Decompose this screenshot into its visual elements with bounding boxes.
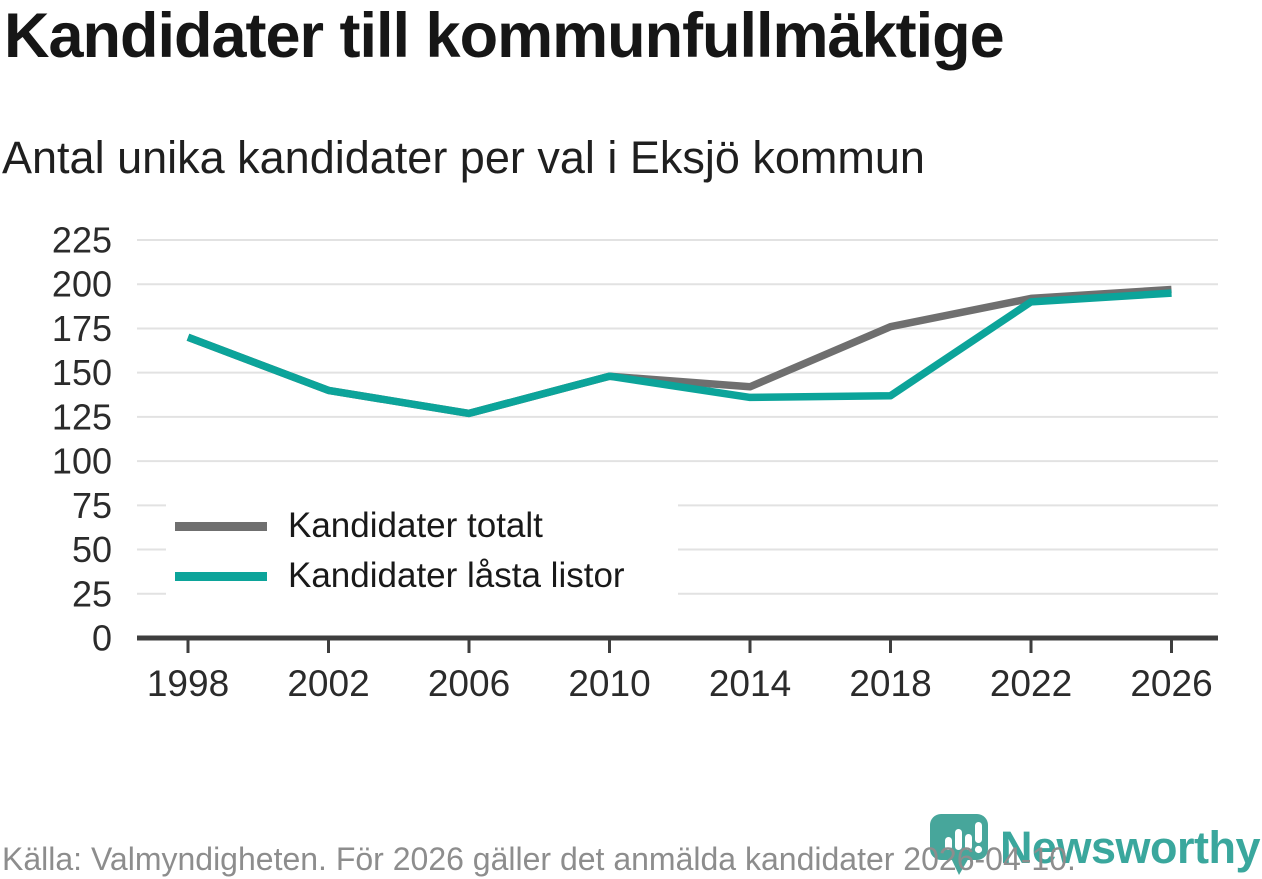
newsworthy-logo-icon xyxy=(929,814,988,875)
legend-swatch-total xyxy=(175,521,267,531)
x-tick-label: 2010 xyxy=(568,663,650,704)
y-tick-label: 125 xyxy=(52,396,112,437)
y-tick-label: 175 xyxy=(52,308,112,349)
chart-legend: Kandidater totalt Kandidater låsta listo… xyxy=(166,500,678,604)
x-tick-label: 2018 xyxy=(849,663,931,704)
newsworthy-brand: Newsworthy xyxy=(928,812,1261,878)
legend-row-total: Kandidater totalt xyxy=(166,502,678,550)
x-tick-label: 2002 xyxy=(287,663,369,704)
y-tick-label: 50 xyxy=(72,529,112,570)
y-tick-label: 150 xyxy=(52,352,112,393)
y-tick-label: 225 xyxy=(52,220,112,261)
x-tick-label: 2022 xyxy=(990,663,1072,704)
brand-name: Newsworthy xyxy=(999,822,1261,873)
y-tick-label: 200 xyxy=(52,264,112,305)
legend-row-locked-lists: Kandidater låsta listor xyxy=(166,552,678,600)
y-tick-label: 100 xyxy=(52,441,112,482)
legend-label-locked-lists: Kandidater låsta listor xyxy=(288,556,625,595)
legend-label-total: Kandidater totalt xyxy=(288,506,543,545)
series-line-locked-lists xyxy=(186,289,1172,418)
x-tick-label: 2006 xyxy=(428,663,510,704)
legend-swatch-locked-lists xyxy=(175,571,267,581)
x-tick-label: 2026 xyxy=(1130,663,1212,704)
chart-title: Kandidater till kommunfullmäktige xyxy=(4,1,1005,71)
x-tick-label: 1998 xyxy=(147,663,229,704)
chart-subtitle: Antal unika kandidater per val i Eksjö k… xyxy=(2,132,925,183)
y-tick-label: 0 xyxy=(92,618,112,659)
y-tick-label: 25 xyxy=(72,573,112,614)
y-tick-label: 75 xyxy=(72,485,112,526)
x-tick-label: 2014 xyxy=(709,663,791,704)
source-note: Källa: Valmyndigheten. För 2026 gäller d… xyxy=(2,841,1076,877)
